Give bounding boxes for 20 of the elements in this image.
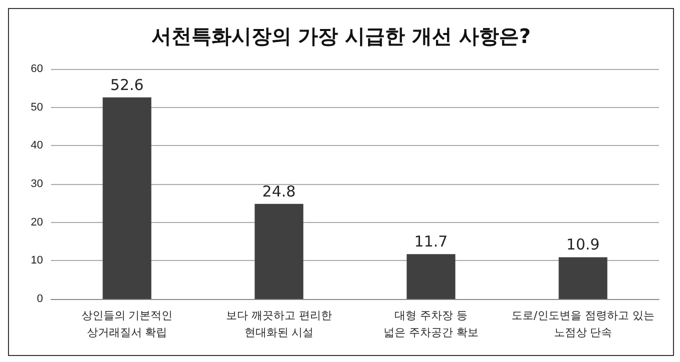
x-tick-label: 대형 주차장 등 넓은 주차공간 확보 (384, 309, 478, 339)
x-tick-label: 상인들의 기본적인 상거래질서 확립 (81, 309, 173, 339)
bar (558, 257, 608, 299)
y-tick-label: 0 (36, 293, 43, 305)
data-label: 52.6 (110, 76, 144, 94)
x-tick-label: 보다 깨끗하고 편리한 현대화된 시설 (226, 309, 332, 339)
y-tick-label: 30 (30, 178, 43, 190)
y-tick-label: 60 (30, 63, 43, 75)
chart-title: 서천특화시장의 가장 시급한 개선 사항은? (151, 24, 531, 48)
bar (254, 204, 304, 299)
y-tick-label: 50 (30, 101, 43, 114)
data-label: 11.7 (414, 232, 448, 251)
y-tick-label: 10 (30, 254, 43, 267)
data-label: 24.8 (262, 182, 296, 200)
data-label: 10.9 (566, 236, 600, 254)
bar (102, 97, 152, 299)
bar (406, 254, 456, 299)
y-tick-label: 40 (30, 140, 43, 152)
x-tick-label: 도로/인도변을 점령하고 있는 노점상 단속 (512, 309, 654, 339)
y-tick-label: 20 (30, 216, 43, 228)
